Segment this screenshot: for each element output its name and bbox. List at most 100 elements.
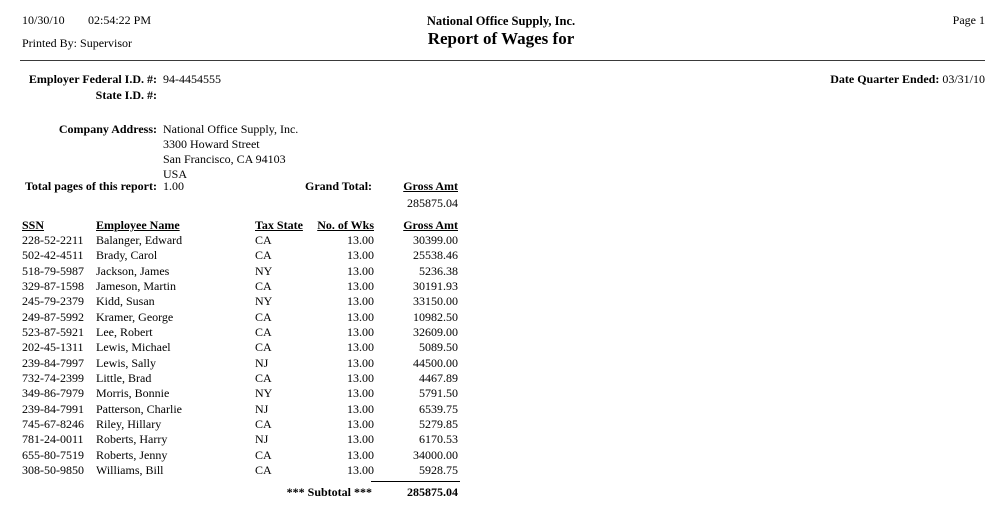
cell-tax-state: NJ (255, 401, 269, 416)
cell-no-of-wks: 13.00 (347, 325, 374, 340)
subtotal-rule (371, 481, 460, 482)
cell-gross-amt: 6170.53 (419, 432, 458, 447)
cell-tax-state: CA (255, 371, 272, 386)
state-id-label: State I.D. #: (95, 88, 157, 102)
cell-no-of-wks: 13.00 (347, 340, 374, 355)
cell-gross-amt: 33150.00 (413, 294, 458, 309)
cell-tax-state: CA (255, 309, 272, 324)
cell-employee-name: Morris, Bonnie (96, 386, 170, 401)
cell-ssn: 202-45-1311 (22, 340, 84, 355)
federal-id-label: Employer Federal I.D. #: (28, 72, 157, 86)
cell-ssn: 239-84-7997 (22, 355, 84, 370)
table-row: 523-87-5921 Lee, Robert CA 13.00 32609.00 (0, 325, 1002, 340)
table-row: 329-87-1598 Jameson, Martin CA 13.00 30191.9… (0, 279, 1002, 294)
cell-ssn: 249-87-5992 (22, 309, 84, 324)
cell-no-of-wks: 13.00 (347, 447, 374, 462)
col-header-tax-state: Tax State (255, 218, 303, 232)
table-row: 249-87-5992 Kramer, George CA 13.00 10982.50 (0, 310, 1002, 325)
print-date: 10/30/10 (22, 13, 65, 27)
table-row: 502-42-4511 Brady, Carol CA 13.00 25538.46 (0, 248, 1002, 263)
cell-no-of-wks: 13.00 (347, 248, 374, 263)
cell-no-of-wks: 13.00 (347, 432, 374, 447)
cell-gross-amt: 5279.85 (419, 417, 458, 432)
cell-employee-name: Kramer, George (96, 309, 174, 324)
cell-gross-amt: 44500.00 (413, 355, 458, 370)
quarter-ended-label: Date Quarter Ended: (830, 72, 940, 86)
cell-gross-amt: 5089.50 (419, 340, 458, 355)
cell-ssn: 523-87-5921 (22, 325, 84, 340)
grand-total-column-label: Gross Amt (403, 179, 458, 193)
cell-gross-amt: 25538.46 (413, 248, 458, 263)
cell-ssn: 308-50-9850 (22, 463, 84, 478)
cell-tax-state: CA (255, 325, 272, 340)
company-address-line: National Office Supply, Inc. (163, 122, 299, 136)
cell-no-of-wks: 13.00 (347, 463, 374, 478)
cell-employee-name: Kidd, Susan (96, 294, 155, 309)
cell-tax-state: NY (255, 263, 273, 278)
cell-employee-name: Roberts, Harry (96, 432, 168, 447)
cell-tax-state: CA (255, 248, 272, 263)
cell-tax-state: NY (255, 386, 273, 401)
table-row: 349-86-7979 Morris, Bonnie NY 13.00 5791.50 (0, 386, 1002, 401)
grand-total-value: 285875.04 (407, 196, 458, 210)
cell-ssn: 781-24-0011 (22, 432, 84, 447)
table-row: 239-84-7997 Lewis, Sally NJ 13.00 44500.00 (0, 356, 1002, 371)
table-row: 308-50-9850 Williams, Bill CA 13.00 5928.75 (0, 463, 1002, 478)
company-address-line: USA (163, 167, 188, 182)
cell-tax-state: CA (255, 233, 272, 247)
cell-ssn: 655-80-7519 (22, 447, 84, 462)
cell-gross-amt: 30191.93 (413, 279, 458, 294)
cell-gross-amt: 4467.89 (419, 371, 458, 386)
subtotal-label: *** Subtotal *** (286, 485, 372, 499)
cell-gross-amt: 32609.00 (413, 325, 458, 340)
cell-employee-name: Lewis, Michael (96, 340, 171, 355)
printed-by: Printed By: Supervisor (22, 36, 132, 51)
col-header-employee-name: Employee Name (96, 218, 180, 232)
cell-tax-state: CA (255, 340, 272, 355)
cell-tax-state: CA (255, 279, 272, 294)
cell-tax-state: CA (255, 417, 272, 432)
cell-employee-name: Balanger, Edward (96, 233, 183, 247)
table-row: 518-79-5987 Jackson, James NY 13.00 5236.38 (0, 264, 1002, 279)
total-pages-value: 1.00 (163, 179, 184, 193)
cell-no-of-wks: 13.00 (347, 417, 374, 432)
cell-gross-amt: 5236.38 (419, 263, 458, 278)
cell-gross-amt: 30399.00 (413, 233, 458, 247)
cell-employee-name: Patterson, Charlie (96, 401, 182, 416)
cell-employee-name: Jameson, Martin (96, 279, 176, 294)
cell-tax-state: CA (255, 447, 272, 462)
cell-employee-name: Riley, Hillary (96, 417, 162, 432)
cell-ssn: 732-74-2399 (22, 371, 84, 386)
cell-employee-name: Jackson, James (96, 263, 170, 278)
cell-ssn: 349-86-7979 (22, 386, 84, 401)
cell-ssn: 239-84-7991 (22, 401, 84, 416)
print-time: 02:54:22 PM (88, 13, 152, 27)
company-address-line: San Francisco, CA 94103 (163, 152, 286, 167)
col-header-ssn: SSN (22, 218, 45, 232)
company-address-block: National Office Supply, Inc. 3300 Howard … (163, 122, 298, 182)
cell-employee-name: Lewis, Sally (96, 355, 156, 370)
grand-total-label: Grand Total: (305, 179, 373, 193)
company-name: National Office Supply, Inc. (426, 14, 576, 28)
cell-employee-name: Lee, Robert (96, 325, 153, 340)
cell-employee-name: Little, Brad (96, 371, 152, 386)
cell-no-of-wks: 13.00 (347, 279, 374, 294)
total-pages-label: Total pages of this report: (25, 179, 157, 193)
table-body: 228-52-2211 Balanger, Edward CA 13.00 30399.… (0, 233, 1002, 479)
cell-employee-name: Williams, Bill (96, 463, 164, 478)
cell-gross-amt: 10982.50 (413, 309, 458, 324)
cell-no-of-wks: 13.00 (347, 309, 374, 324)
cell-employee-name: Roberts, Jenny (96, 447, 168, 462)
cell-gross-amt: 6539.75 (419, 401, 458, 416)
table-row: 202-45-1311 Lewis, Michael CA 13.00 5089.50 (0, 340, 1002, 355)
table-row: 781-24-0011 Roberts, Harry NJ 13.00 6170.53 (0, 432, 1002, 447)
cell-ssn: 245-79-2379 (22, 294, 84, 309)
col-header-no-of-wks: No. of Wks (317, 218, 374, 232)
cell-employee-name: Brady, Carol (96, 248, 158, 263)
cell-tax-state: CA (255, 463, 272, 478)
table-row: 655-80-7519 Roberts, Jenny CA 13.00 34000.00 (0, 448, 1002, 463)
cell-no-of-wks: 13.00 (347, 371, 374, 386)
report-title: Report of Wages for (427, 29, 575, 48)
cell-gross-amt: 34000.00 (413, 447, 458, 462)
cell-gross-amt: 5928.75 (419, 463, 458, 478)
